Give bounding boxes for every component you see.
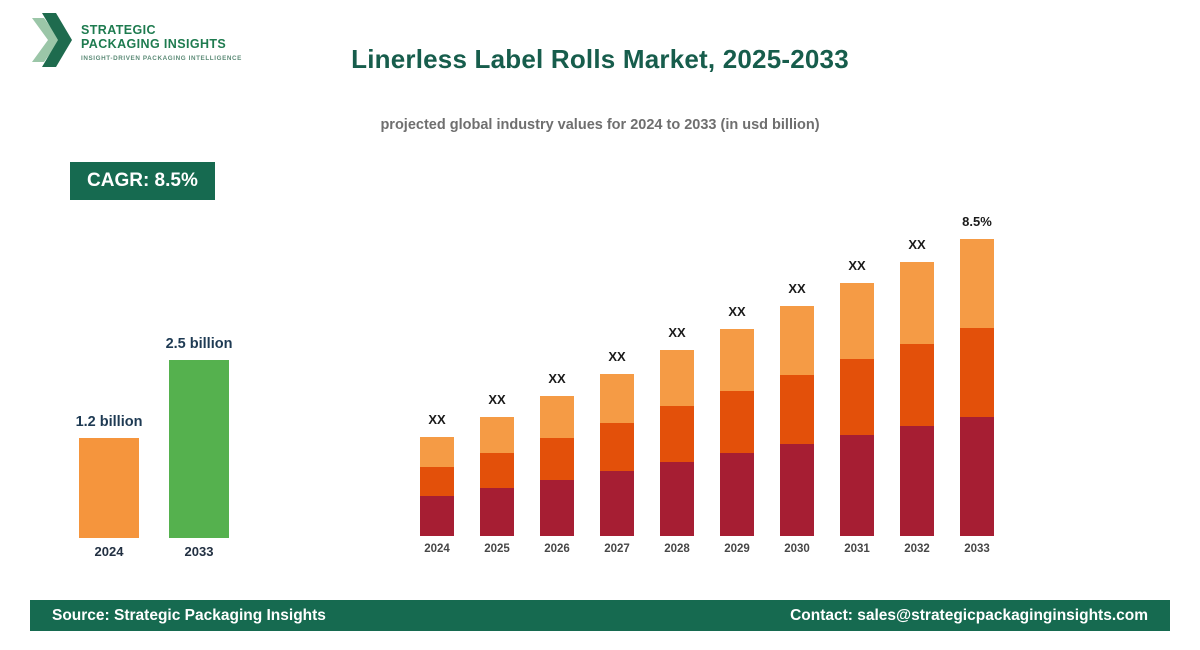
- stacked-bar: [900, 262, 934, 536]
- stacked-bar-group: XX 2027: [600, 349, 634, 555]
- bar-year-label: 2027: [604, 543, 630, 555]
- logo: STRATEGIC PACKAGING INSIGHTS INSIGHT-DRI…: [30, 12, 242, 73]
- footer-bar: Source: Strategic Packaging Insights Con…: [30, 600, 1170, 631]
- bar-segment-middle: [900, 344, 934, 427]
- bar-segment-bottom: [960, 417, 994, 536]
- bar-segment-top: [600, 374, 634, 423]
- bar-year-label: 2025: [484, 543, 510, 555]
- bar-segment-middle: [720, 391, 754, 454]
- bar-segment-bottom: [540, 480, 574, 536]
- logo-tagline: INSIGHT-DRIVEN PACKAGING INTELLIGENCE: [81, 54, 242, 62]
- stacked-bar-group: XX 2031: [840, 258, 874, 555]
- bar-segment-bottom: [480, 488, 514, 536]
- stacked-bar-group: XX 2032: [900, 237, 934, 555]
- stacked-bar-group: XX 2025: [480, 392, 514, 555]
- bar-segment-bottom: [780, 444, 814, 536]
- bar-segment-middle: [960, 328, 994, 418]
- bar-segment-top: [900, 262, 934, 345]
- bar-segment-middle: [780, 375, 814, 444]
- bar-segment-middle: [420, 466, 454, 497]
- stacked-bar: [720, 329, 754, 536]
- bar-segment-top: [480, 417, 514, 453]
- bar-year-label: 2028: [664, 543, 690, 555]
- bar-value-label: XX: [848, 258, 866, 273]
- stacked-bar: [540, 396, 574, 536]
- bar-year-label: 2024: [424, 543, 450, 555]
- logo-text: STRATEGIC PACKAGING INSIGHTS INSIGHT-DRI…: [81, 23, 242, 62]
- main-chart: XX 2024 XX 2025 XX 2026 XX 2027 XX 2028 XX 2029 XX 20…: [420, 200, 994, 555]
- stacked-bar-group: XX 2030: [780, 281, 814, 555]
- bar-segment-top: [840, 283, 874, 359]
- stacked-bar-group: XX 2024: [420, 412, 454, 555]
- bar-year-label: 2031: [844, 543, 870, 555]
- bar-segment-bottom: [420, 496, 454, 536]
- bar-segment-top: [780, 306, 814, 375]
- cagr-badge: CAGR: 8.5%: [70, 162, 215, 200]
- stacked-bar: [480, 417, 514, 536]
- stacked-bar: [960, 239, 994, 536]
- bar-segment-top: [540, 396, 574, 438]
- bar-segment-middle: [840, 358, 874, 435]
- bar-segment-middle: [480, 452, 514, 489]
- logo-name-line1: STRATEGIC: [81, 22, 156, 37]
- footer-contact: Contact: sales@strategicpackaginginsight…: [790, 606, 1148, 624]
- stacked-bar: [660, 350, 694, 536]
- bar-year-label: 2026: [544, 543, 570, 555]
- bar-segment-middle: [600, 422, 634, 472]
- mini-bar-value-label: 2.5 billion: [165, 336, 233, 352]
- bar-segment-top: [660, 350, 694, 406]
- bar-segment-middle: [540, 438, 574, 480]
- bar-year-label: 2032: [904, 543, 930, 555]
- bar-value-label: XX: [548, 371, 566, 386]
- mini-chart: 1.2 billion 2024 2.5 billion 2033: [75, 336, 233, 559]
- bar-value-label: XX: [668, 325, 686, 340]
- bar-year-label: 2029: [724, 543, 750, 555]
- bar-year-label: 2033: [964, 543, 990, 555]
- mini-bar-year-label: 2024: [94, 544, 124, 559]
- mini-bar-value-label: 1.2 billion: [75, 414, 143, 430]
- bar-value-label: XX: [728, 304, 746, 319]
- bar-segment-bottom: [720, 453, 754, 536]
- bar-value-label: XX: [428, 412, 446, 427]
- stacked-bar-group: XX 2029: [720, 304, 754, 555]
- bar-segment-bottom: [900, 426, 934, 536]
- mini-bar: [79, 438, 139, 538]
- stacked-bar: [600, 374, 634, 536]
- bar-segment-top: [420, 437, 454, 467]
- bar-year-label: 2030: [784, 543, 810, 555]
- mini-bar-year-label: 2033: [184, 544, 214, 559]
- logo-name-line2: PACKAGING INSIGHTS: [81, 36, 227, 51]
- bar-value-label: XX: [908, 237, 926, 252]
- page-title: Linerless Label Rolls Market, 2025-2033: [351, 44, 849, 74]
- stacked-bar: [420, 437, 454, 536]
- stacked-bar-group: 8.5% 2033: [960, 214, 994, 555]
- bar-value-label: XX: [788, 281, 806, 296]
- mini-bar-group: 2.5 billion 2033: [165, 336, 233, 559]
- bar-segment-middle: [660, 405, 694, 462]
- bar-segment-top: [720, 329, 754, 392]
- stacked-bar: [840, 283, 874, 536]
- stacked-bar-group: XX 2028: [660, 325, 694, 555]
- footer-source: Source: Strategic Packaging Insights: [52, 606, 326, 624]
- bar-segment-top: [960, 239, 994, 329]
- mini-bar-group: 1.2 billion 2024: [75, 414, 143, 559]
- bar-value-label: XX: [488, 392, 506, 407]
- bar-value-label: XX: [608, 349, 626, 364]
- bar-value-label: 8.5%: [962, 214, 992, 229]
- stacked-bar-group: XX 2026: [540, 371, 574, 555]
- page-subtitle: projected global industry values for 202…: [380, 117, 820, 133]
- bar-segment-bottom: [660, 461, 694, 536]
- bar-segment-bottom: [840, 434, 874, 536]
- bar-segment-bottom: [600, 471, 634, 536]
- logo-chevron-icon: [30, 12, 72, 73]
- mini-bar: [169, 360, 229, 538]
- stacked-bar: [780, 306, 814, 536]
